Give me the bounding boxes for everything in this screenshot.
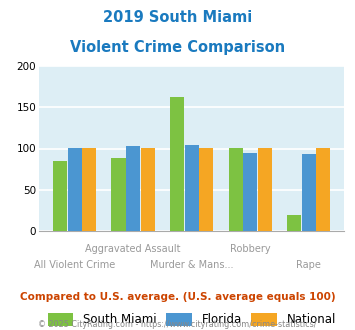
Text: Violent Crime Comparison: Violent Crime Comparison bbox=[70, 40, 285, 54]
Text: Compared to U.S. average. (U.S. average equals 100): Compared to U.S. average. (U.S. average … bbox=[20, 292, 335, 302]
Bar bbox=[258, 148, 272, 231]
Text: Robbery: Robbery bbox=[230, 244, 271, 254]
Text: All Violent Crime: All Violent Crime bbox=[34, 260, 115, 270]
Bar bbox=[199, 148, 213, 231]
Bar bbox=[229, 148, 242, 231]
Text: 2019 South Miami: 2019 South Miami bbox=[103, 10, 252, 25]
Bar bbox=[302, 154, 316, 231]
Bar bbox=[111, 158, 126, 231]
Bar bbox=[141, 148, 155, 231]
Bar bbox=[243, 153, 257, 231]
Bar bbox=[170, 96, 184, 231]
Bar bbox=[185, 145, 199, 231]
Text: Murder & Mans...: Murder & Mans... bbox=[150, 260, 234, 270]
Bar bbox=[287, 214, 301, 231]
Bar bbox=[53, 161, 67, 231]
Bar bbox=[316, 148, 331, 231]
Legend: South Miami, Florida, National: South Miami, Florida, National bbox=[48, 313, 336, 326]
Bar bbox=[67, 148, 82, 231]
Bar bbox=[82, 148, 96, 231]
Text: Aggravated Assault: Aggravated Assault bbox=[86, 244, 181, 254]
Text: © 2025 CityRating.com - https://www.cityrating.com/crime-statistics/: © 2025 CityRating.com - https://www.city… bbox=[38, 320, 317, 329]
Text: Rape: Rape bbox=[296, 260, 321, 270]
Bar bbox=[126, 146, 140, 231]
